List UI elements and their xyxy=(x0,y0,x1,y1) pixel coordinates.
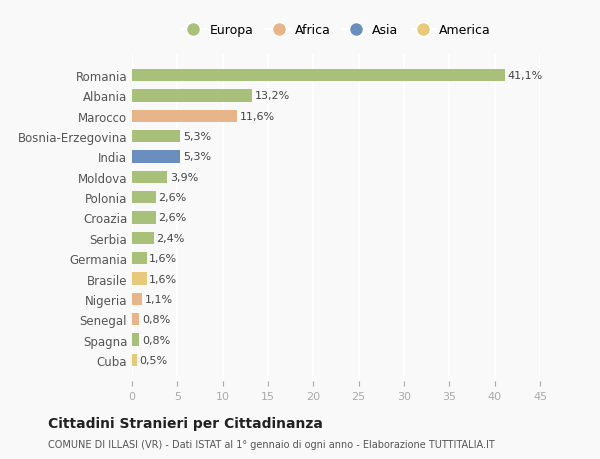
Text: 5,3%: 5,3% xyxy=(183,132,211,142)
Bar xyxy=(132,212,155,224)
Text: 13,2%: 13,2% xyxy=(254,91,290,101)
Bar xyxy=(132,252,146,265)
Text: 0,8%: 0,8% xyxy=(142,335,170,345)
Text: 2,6%: 2,6% xyxy=(158,213,187,223)
Bar xyxy=(132,293,142,305)
Text: Cittadini Stranieri per Cittadinanza: Cittadini Stranieri per Cittadinanza xyxy=(48,416,323,430)
Bar xyxy=(132,111,237,123)
Text: 41,1%: 41,1% xyxy=(508,71,542,81)
Text: 1,1%: 1,1% xyxy=(145,294,173,304)
Text: 1,6%: 1,6% xyxy=(149,274,178,284)
Bar xyxy=(132,354,137,366)
Text: 1,6%: 1,6% xyxy=(149,254,178,263)
Text: 3,9%: 3,9% xyxy=(170,173,199,182)
Text: 5,3%: 5,3% xyxy=(183,152,211,162)
Text: 11,6%: 11,6% xyxy=(240,112,275,122)
Text: COMUNE DI ILLASI (VR) - Dati ISTAT al 1° gennaio di ogni anno - Elaborazione TUT: COMUNE DI ILLASI (VR) - Dati ISTAT al 1°… xyxy=(48,440,495,449)
Bar xyxy=(132,313,139,325)
Bar xyxy=(132,273,146,285)
Bar xyxy=(132,131,180,143)
Bar xyxy=(132,151,180,163)
Bar xyxy=(132,70,505,82)
Text: 2,6%: 2,6% xyxy=(158,193,187,203)
Text: 0,5%: 0,5% xyxy=(139,355,167,365)
Bar xyxy=(132,232,154,244)
Bar xyxy=(132,192,155,204)
Text: 2,4%: 2,4% xyxy=(157,233,185,243)
Bar xyxy=(132,171,167,184)
Text: 0,8%: 0,8% xyxy=(142,314,170,325)
Bar xyxy=(132,90,251,102)
Legend: Europa, Africa, Asia, America: Europa, Africa, Asia, America xyxy=(176,19,496,42)
Bar xyxy=(132,334,139,346)
